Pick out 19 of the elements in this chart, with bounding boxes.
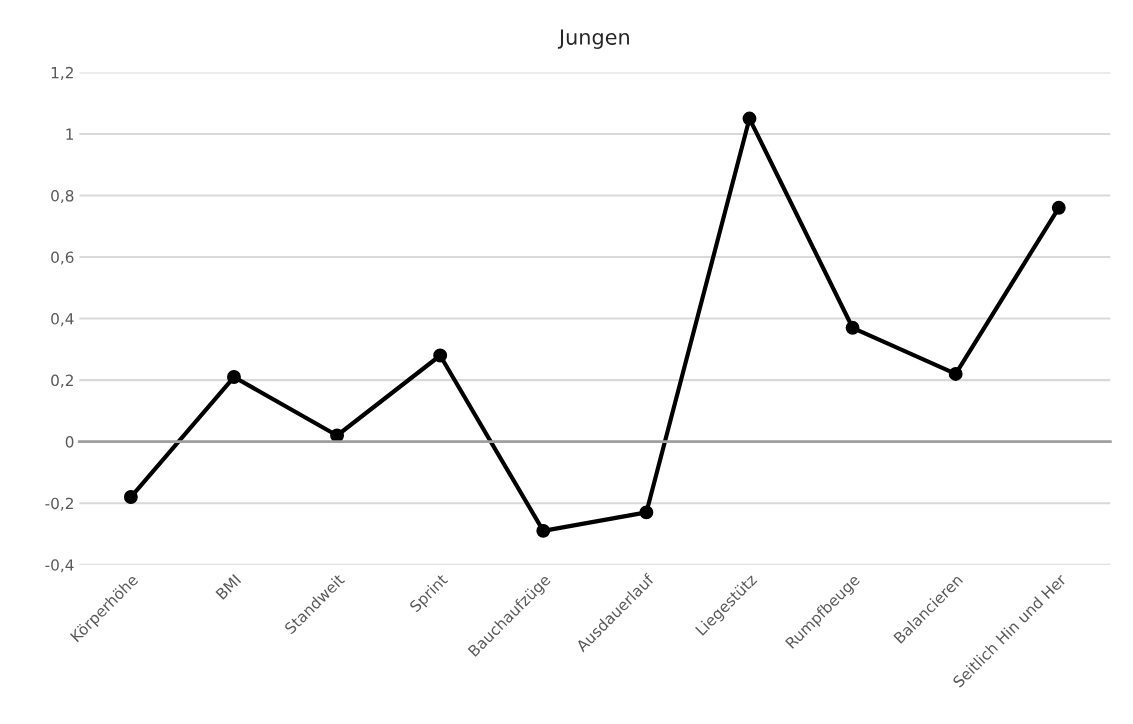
y-tick-label: 0,8 [51, 189, 74, 204]
point [123, 490, 138, 504]
point [1051, 200, 1066, 215]
y-tick-label: 0,4 [51, 313, 74, 327]
chart-title: Jungen [557, 29, 629, 49]
point [845, 320, 860, 335]
y-tick-label: 1,2 [51, 66, 73, 80]
point [948, 367, 963, 381]
y-tick-label: 0,2 [51, 374, 73, 388]
point [742, 111, 757, 126]
y-tick-label: 1 [66, 128, 74, 140]
y-tick-label: -0,4 [45, 559, 74, 573]
y-tick-label: 0 [65, 436, 74, 448]
y-tick-label: -0,2 [45, 497, 73, 511]
point [536, 523, 551, 538]
y-tick-label: 0,6 [51, 251, 74, 265]
point [227, 370, 241, 384]
point [639, 505, 654, 520]
point [433, 348, 448, 363]
